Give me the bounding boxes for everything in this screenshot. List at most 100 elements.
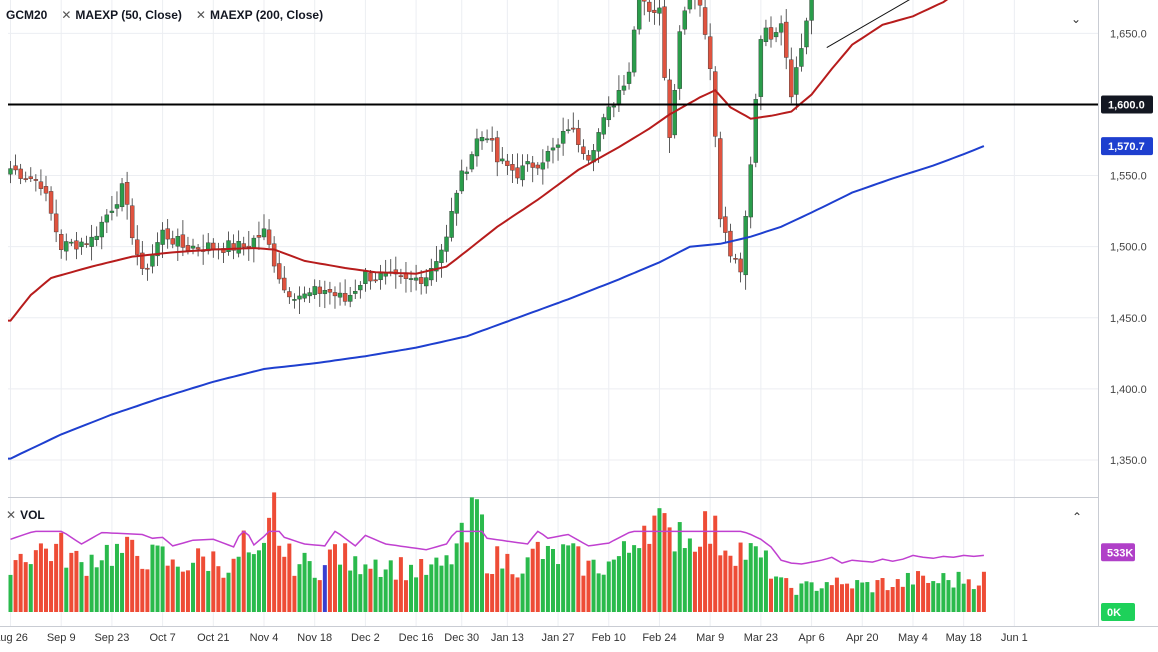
candle [312,279,317,299]
volume-bar [485,573,490,612]
chevron-down-icon[interactable]: ⌄ [1071,12,1082,26]
volume-bar [49,561,54,612]
volume-bar [84,575,89,612]
candle-body [322,290,328,295]
candle [297,286,302,315]
volume-bar [429,564,434,612]
indicator-volume[interactable]: ✕ VOL [6,508,45,522]
candle-body [129,205,135,239]
volume-bar [211,551,216,612]
candle [129,198,135,245]
candle [555,138,561,161]
candle [687,0,693,14]
candle-body [165,228,170,240]
time-tick-label: May 18 [946,632,982,644]
candle [287,287,292,304]
remove-icon[interactable]: ✕ [61,8,72,22]
volume-bar [698,546,703,612]
candle-body [327,289,333,293]
candle [175,228,181,261]
volume-bar [434,557,439,612]
volume-bar [373,559,378,612]
volume-bar [571,543,576,612]
candle [728,223,733,263]
candle [778,15,784,46]
candle [43,175,49,202]
candle [180,220,186,257]
candle [277,253,282,284]
volume-badge-label: 533K [1107,547,1133,559]
candle [48,186,54,221]
remove-icon[interactable]: ✕ [6,508,17,522]
volume-bar [611,559,616,612]
candle [702,0,708,40]
candle [500,147,505,165]
candle-body [707,36,713,69]
volume-bar [353,556,358,612]
candle-body [18,168,23,179]
chevron-up-icon[interactable]: ⌃ [1072,510,1083,524]
volume-bar [363,564,368,612]
volume-bar [789,587,794,612]
volume-bar [216,566,221,612]
volume-bar [317,580,322,612]
volume-bar [43,548,48,612]
candle-body [180,234,186,248]
volume-legend: ✕ VOL [6,508,45,522]
candle-body [282,277,287,291]
volume-bar [895,579,900,612]
volume-bar [525,557,530,612]
candle [601,113,606,140]
candle-body [581,146,586,154]
volume-bar [834,577,839,612]
candle [753,93,758,168]
indicator-ema50[interactable]: ✕ MAEXP (50, Close) [61,8,182,22]
candle [489,126,495,152]
candle-body [515,167,520,179]
volume-bar [672,551,677,612]
candle [484,129,490,143]
volume-bar [444,555,449,612]
volume-bar [439,565,444,612]
symbol-label[interactable]: GCM20 [6,8,48,22]
candle-body [748,164,753,218]
candle-body [540,162,546,170]
candle-body [190,245,196,249]
candle-body [109,210,115,213]
volume-bar [784,578,789,612]
candle-body [287,291,292,298]
candle-body [677,31,682,89]
volume-bar [464,542,469,612]
candle-body [733,258,738,260]
indicator-ema200[interactable]: ✕ MAEXP (200, Close) [196,8,323,22]
volume-bar [591,559,596,612]
candle [322,280,328,309]
candle [439,244,444,278]
candle-body [535,164,540,169]
time-tick-label: Oct 21 [197,632,229,644]
volume-bar [277,545,282,612]
volume-bar [809,582,814,612]
volume-bar [865,582,870,612]
candle [784,9,789,70]
volume-bar [510,574,515,612]
price-badge: 1,570.7 [1101,137,1153,156]
candle-body [28,176,33,179]
remove-icon[interactable]: ✕ [195,8,206,22]
time-tick-label: Mar 23 [744,632,778,644]
candle-body [601,117,606,135]
candle-body [611,105,617,108]
candle [327,281,333,305]
volume-bar [312,577,317,612]
candle-body [763,27,769,43]
volume-bar [814,590,819,612]
volume-bar [951,587,956,612]
volume-bar [332,544,337,612]
volume-bar [692,551,697,612]
candle-body [799,48,804,67]
candle-body [89,236,94,247]
price-tick-label: 1,650.0 [1110,28,1147,40]
candle [79,237,84,255]
volume-bar [64,567,69,612]
